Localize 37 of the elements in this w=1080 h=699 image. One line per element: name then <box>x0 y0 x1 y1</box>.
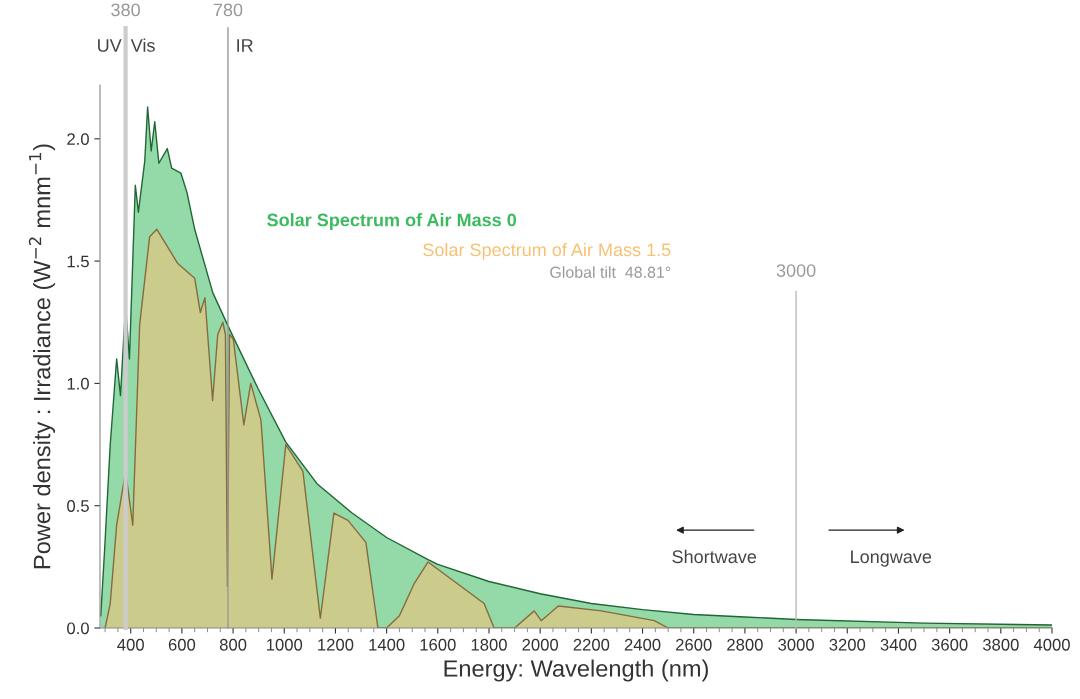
x-tick-label: 1200 <box>318 638 354 651</box>
annotation: Longwave <box>851 550 932 567</box>
x-tick-label: 3200 <box>829 638 866 651</box>
x-tick-label: 1600 <box>420 638 456 651</box>
y-tick-label: 0.5 <box>67 500 89 512</box>
y-tick-label: 1.0 <box>67 377 89 390</box>
annotation: Shortwave <box>672 549 757 564</box>
ref-line-label: 3000 <box>776 264 816 277</box>
text: IR <box>237 39 253 52</box>
y-axis-title: Power density : Irradiance (W$^{−2}$ mnm$^{−1}$) <box>28 144 56 569</box>
x-tick-label: 800 <box>219 638 247 651</box>
x-tick-label: 3800 <box>982 638 1019 651</box>
x-tick-label: 400 <box>117 638 144 651</box>
text: Solar Spectrum of Air Mass 1.5 <box>423 242 671 260</box>
y-tick-label: 2.0 <box>67 133 89 146</box>
text: UV <box>98 39 122 52</box>
y-tick-label: 0.0 <box>67 622 89 635</box>
x-tick-label: 600 <box>168 638 196 651</box>
x-tick-label: 3600 <box>931 638 968 651</box>
x-tick-label: 2800 <box>727 638 763 651</box>
x-tick-label: 1800 <box>471 638 507 651</box>
annotation: Global tilt 48.81° <box>550 266 671 278</box>
x-tick-label: 2400 <box>624 638 661 651</box>
x-tick-label: 2000 <box>522 638 559 651</box>
x-axis-title: Energy: Wavelength (nm) <box>444 659 708 682</box>
x-tick-label: 1400 <box>369 638 405 651</box>
y-tick-label: 1.5 <box>67 255 89 268</box>
x-tick-label: 2200 <box>573 638 610 651</box>
ref-line-label: 380 <box>111 3 140 17</box>
x-tick-label: 3000 <box>778 638 814 651</box>
text: Vis <box>130 38 155 52</box>
x-tick-label: 3400 <box>880 638 917 651</box>
x-tick-label: 2600 <box>676 638 712 651</box>
text: Solar Spectrum of Air Mass 0 <box>267 213 517 230</box>
ref-line-label: 780 <box>213 3 243 17</box>
x-tick-label: 1000 <box>266 638 303 651</box>
x-tick-label: 4000 <box>1033 638 1070 651</box>
